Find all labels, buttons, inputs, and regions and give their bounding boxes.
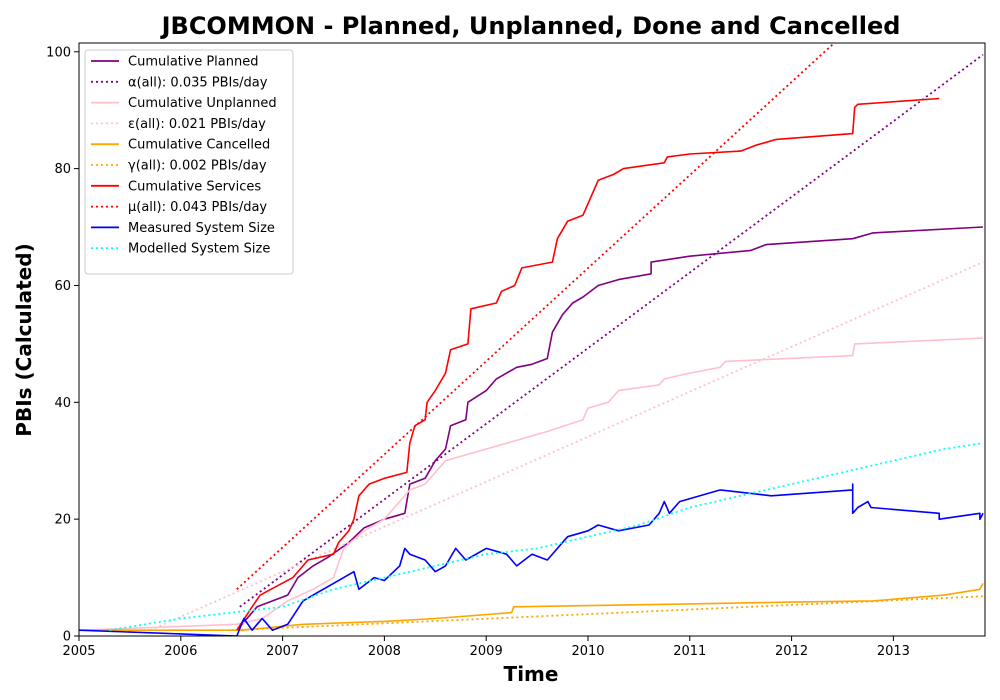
series-line-cumulative-services-6 (236, 97, 940, 631)
legend-label-cumulative-planned-0: Cumulative Planned (128, 55, 258, 70)
plot-frame (78, 42, 986, 637)
series-line-all-0-021-pbis-day-3 (149, 261, 984, 632)
y-tick-label-2: 40 (54, 396, 71, 411)
series-line-all-0-002-pbis-day-5 (231, 595, 984, 632)
chart-title: JBCOMMON - Planned, Unplanned, Done and … (160, 12, 901, 40)
series-line-cumulative-unplanned-2 (79, 337, 984, 631)
series-line-all-0-043-pbis-day-7 (236, 43, 836, 590)
x-tick-label-7: 2012 (775, 644, 808, 659)
y-tick-label-0: 0 (63, 630, 71, 645)
legend-label-modelled-system-size-9: Modelled System Size (128, 242, 270, 257)
series-layer (79, 43, 984, 636)
x-axis: 2005 2006 2007 2008 2009 2010 2011 2012 2013 (62, 636, 910, 659)
legend: Cumulative Planned α(all): 0.035 PBIs/day… (84, 49, 294, 275)
x-tick-label-2: 2007 (266, 644, 299, 659)
y-tick-label-4: 80 (54, 162, 71, 177)
x-tick-label-0: 2005 (62, 644, 95, 659)
legend-label-cumulative-unplanned-2: Cumulative Unplanned (128, 96, 277, 111)
x-axis-title: Time (504, 662, 559, 686)
series-line-measured-system-size-8 (79, 483, 984, 636)
x-tick-label-5: 2010 (571, 644, 604, 659)
x-tick-label-1: 2006 (164, 644, 197, 659)
series-line-modelled-system-size-9 (109, 442, 984, 632)
legend-label-cumulative-cancelled-4: Cumulative Cancelled (128, 138, 270, 153)
legend-label-all-0-035-pbis-day-1: α(all): 0.035 PBIs/day (128, 75, 268, 90)
y-tick-label-1: 20 (54, 513, 71, 528)
x-tick-label-8: 2013 (877, 644, 910, 659)
x-tick-label-4: 2009 (470, 644, 503, 659)
series-line-cumulative-planned-0 (236, 226, 984, 631)
legend-label-all-0-021-pbis-day-3: ε(all): 0.021 PBIs/day (128, 117, 266, 132)
y-axis-title: PBIs (Calculated) (12, 243, 36, 436)
series-line-cumulative-cancelled-4 (79, 583, 984, 631)
legend-label-all-0-043-pbis-day-7: μ(all): 0.043 PBIs/day (128, 200, 267, 215)
legend-label-all-0-002-pbis-day-5: γ(all): 0.002 PBIs/day (128, 159, 267, 174)
legend-label-measured-system-size-8: Measured System Size (128, 221, 275, 236)
legend-label-cumulative-services-6: Cumulative Services (128, 179, 261, 194)
legend-box (84, 49, 294, 275)
y-axis: 0 20 40 60 80 100 (46, 45, 79, 645)
y-tick-label-5: 100 (46, 45, 71, 60)
y-tick-label-3: 60 (54, 279, 71, 294)
series-line-all-0-035-pbis-day-1 (239, 53, 984, 608)
x-tick-label-6: 2011 (673, 644, 706, 659)
x-tick-label-3: 2008 (368, 644, 401, 659)
